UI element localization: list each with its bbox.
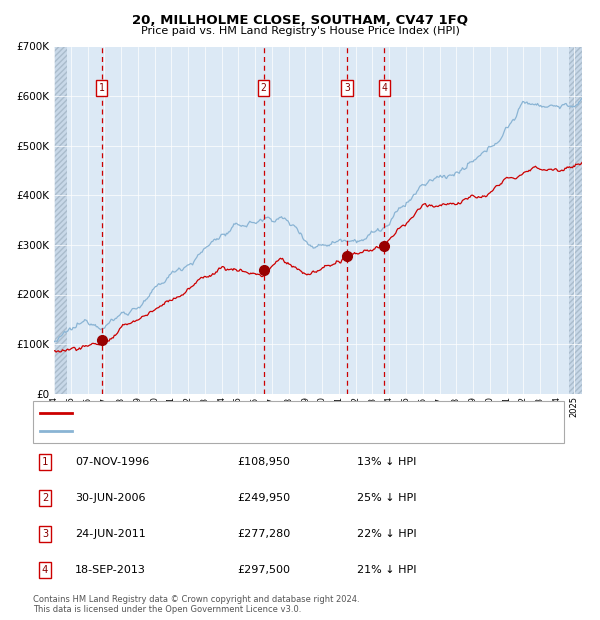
Text: £277,280: £277,280	[237, 529, 290, 539]
Text: 13% ↓ HPI: 13% ↓ HPI	[357, 457, 416, 467]
Text: 2: 2	[42, 493, 48, 503]
Text: Contains HM Land Registry data © Crown copyright and database right 2024.: Contains HM Land Registry data © Crown c…	[33, 595, 359, 604]
Text: 3: 3	[344, 83, 350, 93]
Text: 07-NOV-1996: 07-NOV-1996	[75, 457, 149, 467]
Text: 24-JUN-2011: 24-JUN-2011	[75, 529, 146, 539]
Text: Price paid vs. HM Land Registry's House Price Index (HPI): Price paid vs. HM Land Registry's House …	[140, 26, 460, 36]
Text: 18-SEP-2013: 18-SEP-2013	[75, 565, 146, 575]
Text: 4: 4	[42, 565, 48, 575]
Text: 22% ↓ HPI: 22% ↓ HPI	[357, 529, 416, 539]
Text: 1: 1	[99, 83, 105, 93]
Text: 1: 1	[42, 457, 48, 467]
Text: 25% ↓ HPI: 25% ↓ HPI	[357, 493, 416, 503]
Text: £108,950: £108,950	[237, 457, 290, 467]
Text: This data is licensed under the Open Government Licence v3.0.: This data is licensed under the Open Gov…	[33, 604, 301, 614]
Text: HPI: Average price, detached house, Stratford-on-Avon: HPI: Average price, detached house, Stra…	[78, 427, 345, 436]
Text: £297,500: £297,500	[237, 565, 290, 575]
Text: £249,950: £249,950	[237, 493, 290, 503]
Text: 2: 2	[260, 83, 266, 93]
Text: 21% ↓ HPI: 21% ↓ HPI	[357, 565, 416, 575]
Text: 20, MILLHOLME CLOSE, SOUTHAM, CV47 1FQ (detached house): 20, MILLHOLME CLOSE, SOUTHAM, CV47 1FQ (…	[78, 408, 388, 418]
Text: 30-JUN-2006: 30-JUN-2006	[75, 493, 146, 503]
Text: 3: 3	[42, 529, 48, 539]
Text: 4: 4	[382, 83, 388, 93]
Text: 20, MILLHOLME CLOSE, SOUTHAM, CV47 1FQ: 20, MILLHOLME CLOSE, SOUTHAM, CV47 1FQ	[132, 14, 468, 27]
